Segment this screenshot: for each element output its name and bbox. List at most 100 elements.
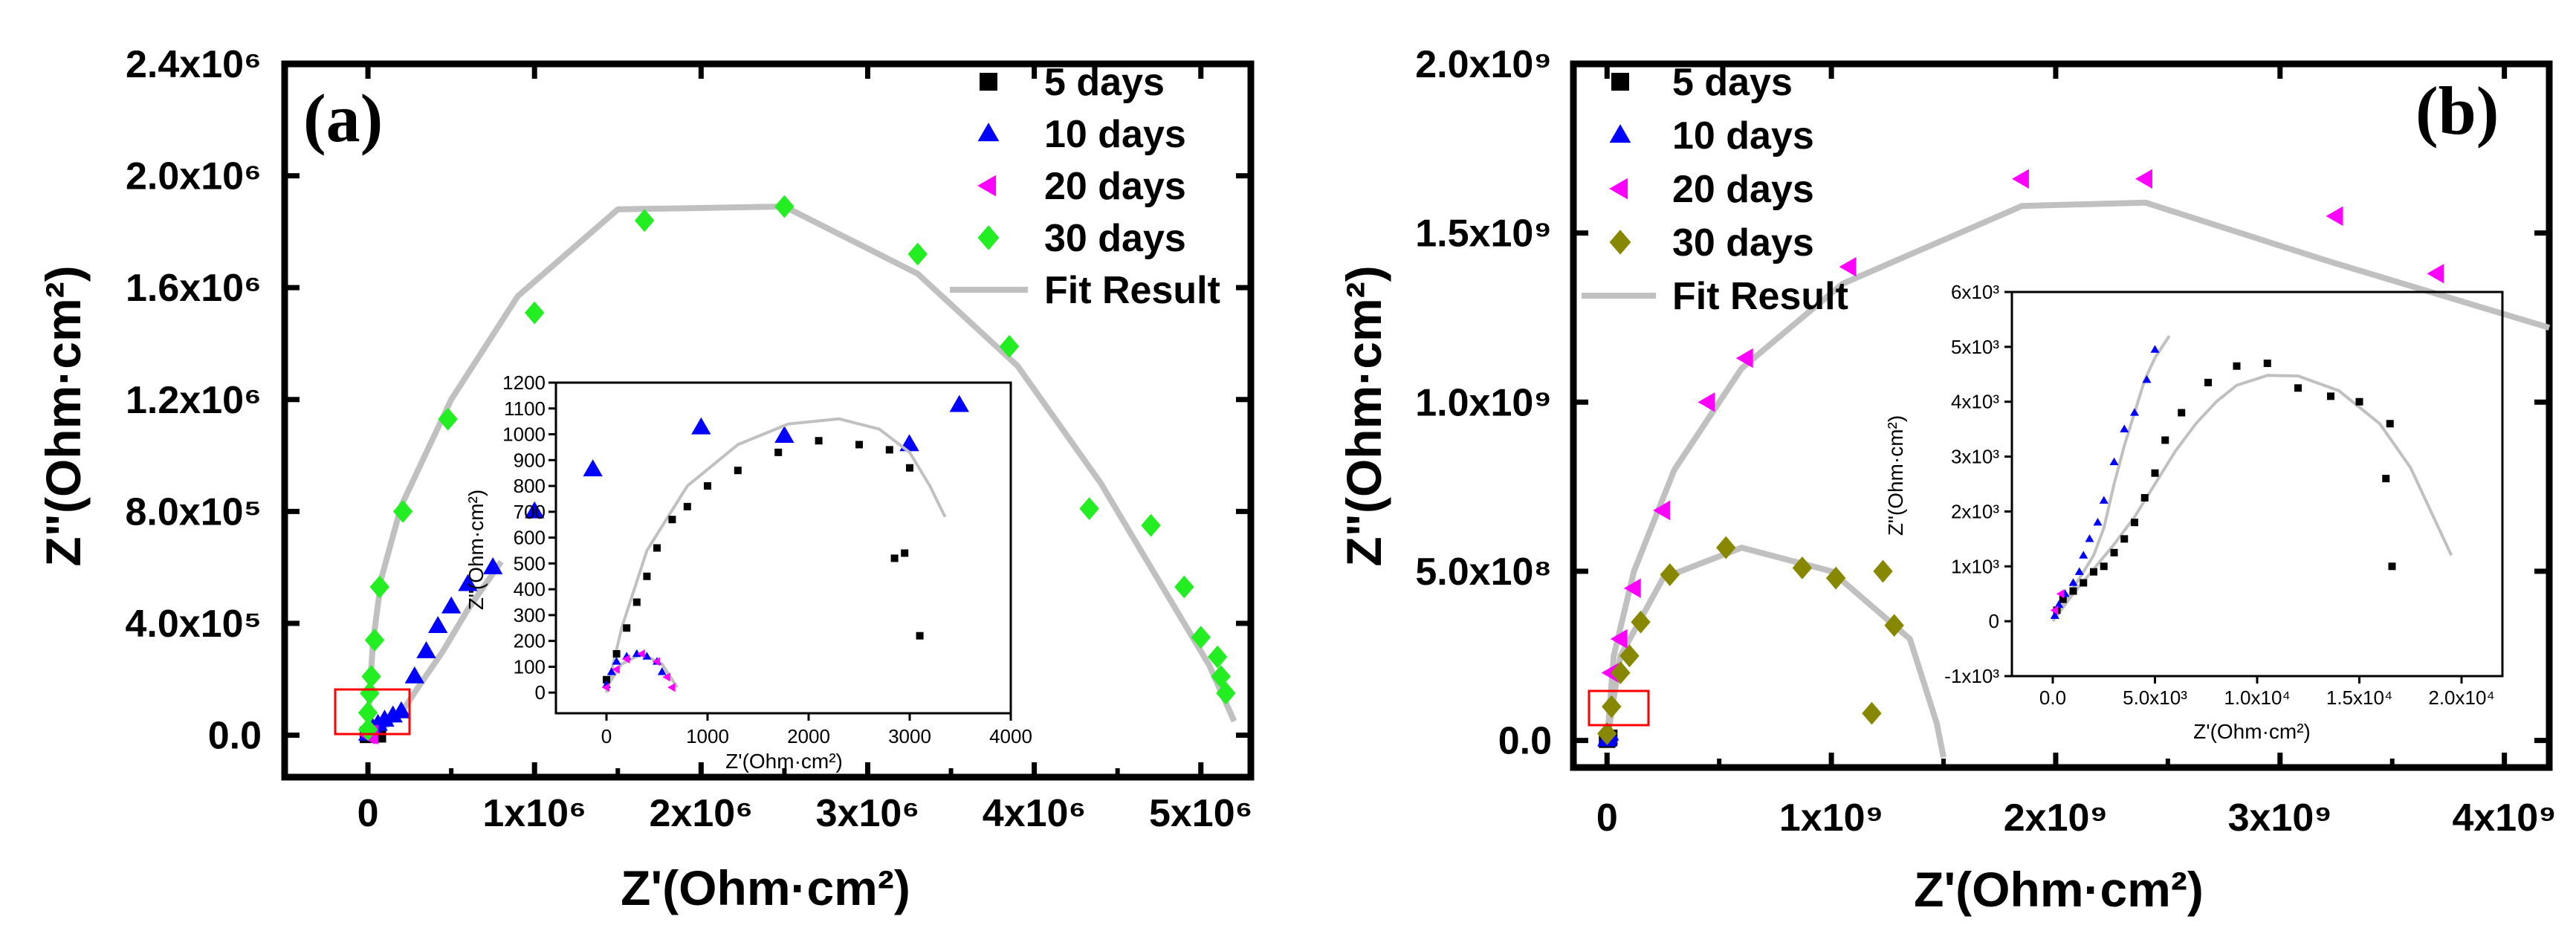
inset-data-point [601, 683, 610, 692]
y-tick-label: 2.4x10⁶ [126, 43, 262, 86]
inset-data-point [2120, 424, 2129, 432]
data-point [441, 596, 462, 614]
zoom-region-box [334, 688, 411, 736]
inset-data-point [612, 650, 621, 658]
x-tick-label: 1x10⁹ [1779, 796, 1883, 840]
data-point [428, 616, 448, 633]
legend-marker [1609, 178, 1628, 200]
zoom-region-box [1588, 689, 1650, 727]
data-point [1211, 665, 1231, 688]
inset-fit-result-line [2051, 335, 2171, 623]
legend-label: Fit Result [1672, 275, 1848, 318]
data-point [1825, 566, 1846, 590]
legend-label: 20 days [1672, 168, 1814, 211]
data-point [2427, 264, 2444, 284]
inset-y-tick-label: 100 [514, 655, 546, 678]
y-tick-label: 1.2x10⁶ [126, 379, 262, 422]
inset-x-tick-label: 2000 [787, 725, 830, 747]
data-point [634, 209, 655, 233]
inset-data-point [2233, 362, 2241, 370]
data-point [1792, 556, 1813, 580]
inset-y-tick-label: 2x10³ [1951, 500, 1999, 522]
series-30-days [357, 195, 1236, 741]
data-point [1623, 578, 1641, 598]
inset-data-point [2150, 345, 2160, 353]
inset-series-10-days [602, 649, 667, 688]
data-point [583, 459, 603, 477]
inset-x-tick-label: 0 [601, 725, 612, 747]
x-tick-label: 2x10⁹ [2004, 796, 2108, 840]
data-point [416, 640, 436, 658]
inset-series-10-days [2050, 345, 2160, 619]
y-tick-label: 0.0 [208, 715, 262, 758]
inset-data-point [2151, 469, 2159, 477]
data-point [1839, 256, 1857, 277]
y-tick-label: 5.0x10⁸ [1415, 551, 1552, 594]
legend-label: 10 days [1044, 113, 1186, 156]
legend-label: 20 days [1044, 165, 1186, 208]
x-tick-label: 4x10⁶ [983, 792, 1087, 835]
data-point [2326, 206, 2343, 227]
inset-x-tick-label: 4000 [989, 725, 1032, 747]
legend: 5 days 10 days 20 days 30 days Fit Result [950, 61, 1220, 312]
inset-data-point [623, 624, 631, 632]
inset-y-tick-label: 1x10³ [1951, 555, 1999, 577]
data-point [1698, 392, 1715, 412]
data-point [1611, 661, 1631, 684]
inset-data-point [2327, 392, 2334, 400]
plot-frame [281, 60, 1255, 781]
inset-data-point [2079, 551, 2088, 559]
x-tick-label: 0 [357, 792, 379, 835]
legend-marker [1611, 73, 1629, 91]
inset-y-tick-label: 0 [1989, 610, 1999, 632]
data-point [2135, 169, 2152, 189]
inset-y-tick-label: 1100 [504, 397, 546, 420]
inset-data-point [2085, 534, 2094, 542]
inset-data-point [662, 672, 670, 682]
inset-data-point [622, 654, 630, 663]
inset-data-point [612, 664, 620, 674]
panel-a: 0 1x10⁶ 2x10⁶ 3x10⁶ 4x10⁶ 5x10⁶ 0.0 4.0x10⁵ 8.0x… [36, 43, 1255, 915]
inset-y-tick-label: 0 [535, 681, 546, 704]
data-point [364, 629, 385, 652]
inset-data-point [916, 632, 924, 640]
inset-data-point [2054, 600, 2064, 608]
inset-data-point [2120, 535, 2129, 543]
legend-marker [977, 123, 1000, 142]
inset-data-point [901, 549, 909, 557]
data-point [1619, 644, 1640, 668]
inset-data-point [2050, 606, 2058, 615]
data-point [1216, 681, 1236, 705]
inset-data-point [2069, 587, 2077, 595]
inset-y-tick-label: -1x10³ [1944, 665, 1999, 687]
inset-data-point [2056, 589, 2065, 599]
inset-data-point [2131, 519, 2138, 527]
inset-data-point [2263, 360, 2271, 368]
inset-x-axis-title: Z'(Ohm·cm²) [2193, 720, 2311, 743]
inset-y-tick-label: 600 [514, 527, 546, 549]
data-point [1610, 629, 1628, 649]
inset-data-point [632, 598, 641, 606]
legend-label: 5 days [1672, 61, 1793, 104]
y-tick-label: 2.0x10⁶ [126, 155, 262, 198]
inset-data-point [667, 683, 676, 692]
inset-data-point [2142, 374, 2152, 383]
inset-data-point [2355, 397, 2363, 406]
data-point [404, 666, 425, 684]
inset-series-5-days [603, 437, 924, 684]
inset-data-point [2090, 568, 2097, 576]
x-tick-label: 1x10⁶ [482, 792, 586, 835]
inset-fit-result-line [605, 417, 947, 693]
y-tick-label: 0.0 [1498, 720, 1552, 763]
inset-data-point [704, 482, 711, 490]
inset-y-tick-label: 500 [514, 552, 546, 574]
legend-marker [977, 225, 1000, 250]
inset-data-point [603, 675, 610, 684]
inset-data-point [890, 554, 899, 562]
fit-result-line [365, 204, 1237, 736]
inset-data-point [2074, 567, 2084, 575]
inset-data-point [606, 667, 616, 675]
inset-data-point [2100, 562, 2108, 571]
data-point [438, 407, 458, 431]
inset-data-point [652, 657, 661, 666]
